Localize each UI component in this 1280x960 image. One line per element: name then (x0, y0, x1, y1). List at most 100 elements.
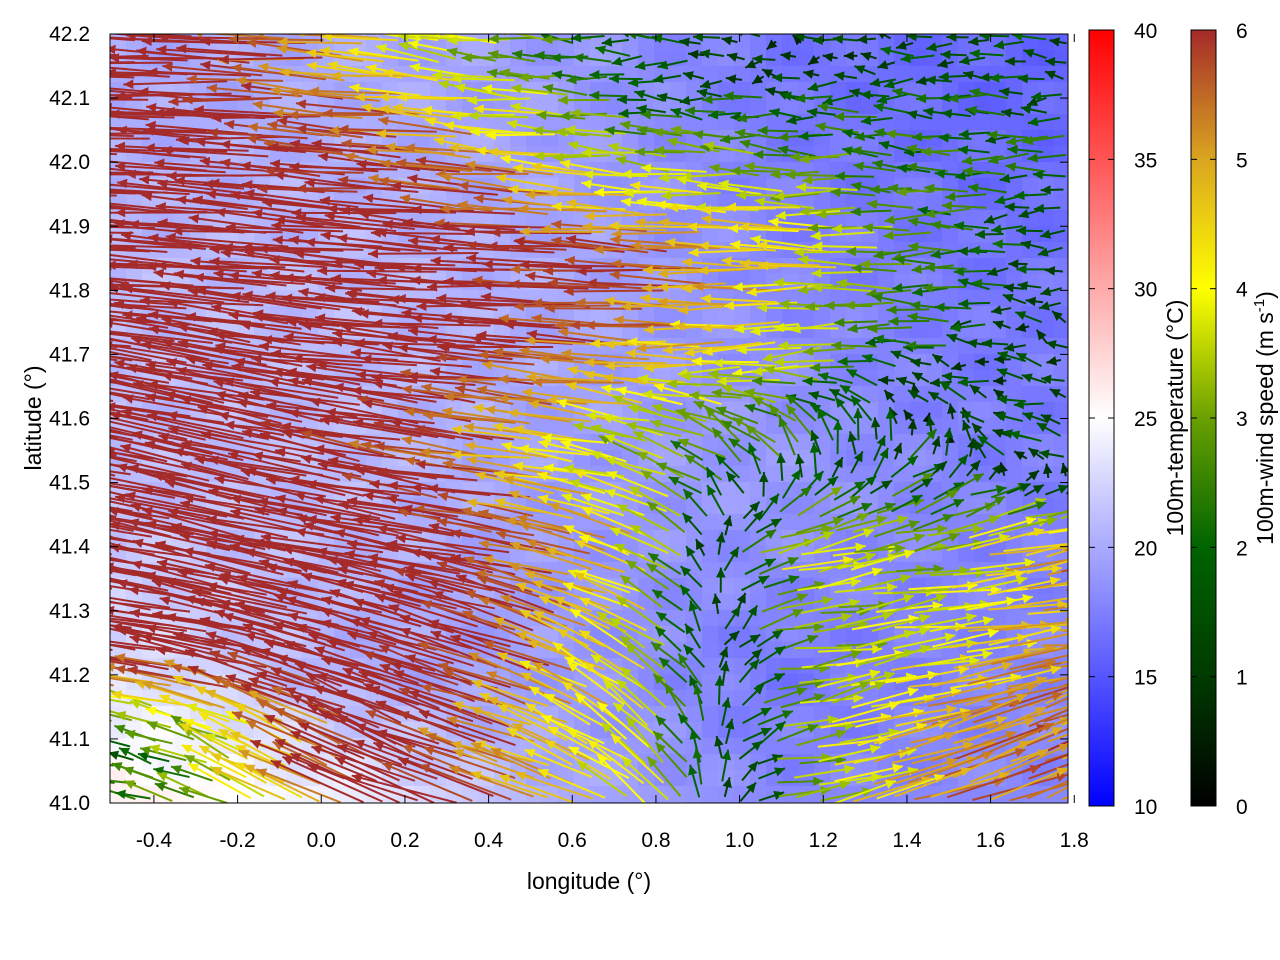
temperature-cell (766, 498, 783, 515)
temperature-cell (766, 50, 783, 67)
temperature-cell (718, 482, 735, 499)
temperature-cell (702, 66, 719, 83)
temperature-cell (1006, 610, 1023, 627)
temperature-cell (286, 530, 303, 547)
temperature-cell (414, 194, 431, 211)
temperature-cell (1006, 82, 1023, 99)
temperature-cell (974, 210, 991, 227)
temperature-cell (1006, 210, 1023, 227)
temperature-cell (606, 82, 623, 99)
temperature-cell (654, 370, 671, 387)
temperature-cell (878, 114, 895, 131)
temperature-cell (798, 322, 815, 339)
temperature-cell (1054, 146, 1068, 163)
temperature-cell (1038, 482, 1055, 499)
temperature-cell (654, 306, 671, 323)
temperature-cell (654, 546, 671, 563)
temperature-cell (270, 802, 287, 803)
temperature-cell (574, 306, 591, 323)
temperature-cell (942, 226, 959, 243)
temperature-cell (526, 210, 543, 227)
temperature-cell (830, 594, 847, 611)
temperature-cell (558, 802, 575, 803)
temperature-cell (622, 610, 639, 627)
temperature-cell (494, 450, 511, 467)
temperature-cell (574, 802, 591, 803)
temperature-cell (1022, 194, 1039, 211)
temperature-cell (238, 98, 255, 115)
temperature-cell (510, 546, 527, 563)
temperature-cell (782, 418, 799, 435)
temperature-cell (302, 802, 319, 803)
temperature-cell (334, 98, 351, 115)
temperature-cell (798, 706, 815, 723)
temperature-cell (126, 802, 143, 803)
temperature-cell (494, 322, 511, 339)
temperature-cell (462, 82, 479, 99)
temperature-cell (606, 562, 623, 579)
temperature-cell (798, 514, 815, 531)
temperature-cell (862, 386, 879, 403)
temperature-cell (654, 178, 671, 195)
temperature-cell (590, 98, 607, 115)
temperature-cell (1006, 66, 1023, 83)
temperature-cell (654, 770, 671, 787)
wind-arrow (110, 207, 115, 210)
temperature-cell (526, 482, 543, 499)
temperature-cell (942, 98, 959, 115)
temperature-cell (862, 370, 879, 387)
temperature-cell (478, 802, 495, 803)
temperature-cell (638, 690, 655, 707)
temperature-cell (286, 802, 303, 803)
temperature-cell (862, 306, 879, 323)
temperature-cell (142, 210, 159, 227)
temperature-cell (814, 450, 831, 467)
temperature-cell (830, 802, 847, 803)
temperature-cell (878, 274, 895, 291)
temperature-cell (638, 434, 655, 451)
temperature-cell (846, 418, 863, 435)
temperature-cell (846, 306, 863, 323)
temperature-cell (670, 722, 687, 739)
temperature-cell (702, 786, 719, 803)
temperature-cell (894, 114, 911, 131)
wind-arrow (1065, 491, 1068, 495)
temperature-cell (606, 194, 623, 211)
temperature-cell (974, 306, 991, 323)
temperature-cell (142, 194, 159, 211)
temperature-cell (510, 738, 527, 755)
wind-arrow (110, 268, 112, 271)
temperature-cell (238, 786, 255, 803)
temperature-cell (782, 306, 799, 323)
temperature-cell (670, 114, 687, 131)
temperature-cell (702, 690, 719, 707)
temperature-cell (286, 178, 303, 195)
temperature-cell (318, 162, 335, 179)
temperature-cell (782, 562, 799, 579)
temperature-cell (1022, 178, 1039, 195)
temperature-cell (894, 258, 911, 275)
wind-arrow (110, 648, 113, 651)
temperature-cell (814, 146, 831, 163)
temperature-cell (670, 770, 687, 787)
temperature-cell (750, 274, 767, 291)
temperature-cell (1054, 194, 1068, 211)
temperature-cell (846, 450, 863, 467)
temperature-cell (1006, 802, 1023, 803)
temperature-cell (1054, 162, 1068, 179)
temperature-cell (814, 194, 831, 211)
temperature-cell (1038, 530, 1055, 547)
temperature-cell (670, 354, 687, 371)
temperature-cell (702, 98, 719, 115)
wind-arrow (110, 194, 117, 197)
temperature-cell (734, 34, 751, 51)
temperature-cell (926, 82, 943, 99)
temperature-cell (894, 466, 911, 483)
temperature-cell (1054, 130, 1068, 147)
temperature-cell (910, 98, 927, 115)
temperature-cell (1054, 530, 1068, 547)
temperature-cell (702, 770, 719, 787)
temperature-cell (894, 322, 911, 339)
temperature-cell (1006, 114, 1023, 131)
